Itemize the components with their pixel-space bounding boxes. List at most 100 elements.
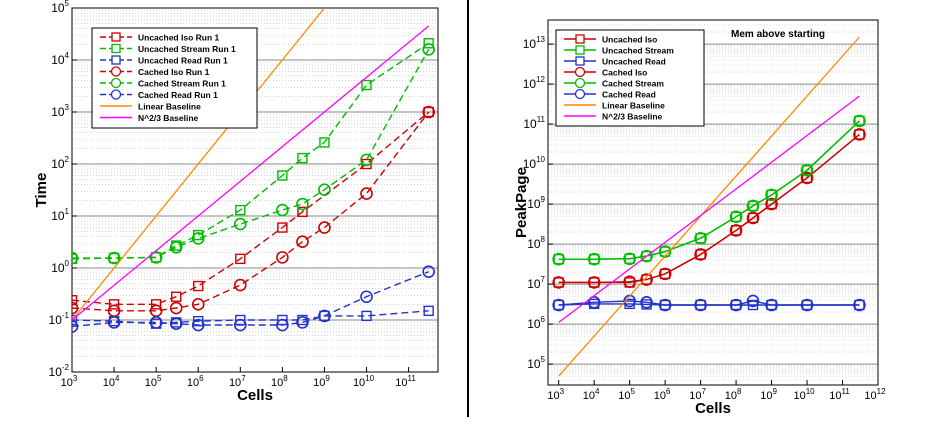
legend-item: Uncached Stream bbox=[564, 45, 674, 56]
legend-marker-circle bbox=[110, 77, 122, 89]
data-point-circle bbox=[640, 249, 653, 263]
data-point-square bbox=[297, 152, 308, 164]
x-tick-label: 109 bbox=[760, 387, 777, 402]
series-cached-read-run-1 bbox=[72, 265, 435, 333]
series-line bbox=[72, 25, 430, 321]
x-tick-label: 104 bbox=[583, 387, 600, 402]
data-point-circle bbox=[640, 296, 653, 309]
series-line bbox=[558, 300, 860, 306]
series-cached-iso-run-1 bbox=[72, 105, 435, 318]
series-cached-stream-run-1 bbox=[72, 43, 435, 265]
legend-label: N^2/3 Baseline bbox=[138, 113, 199, 123]
y-tick-label: 100 bbox=[51, 259, 69, 275]
data-point-square bbox=[72, 295, 78, 306]
x-tick-label: 108 bbox=[271, 374, 288, 389]
panel-divider bbox=[467, 0, 469, 417]
x-tick-label: 105 bbox=[618, 387, 635, 402]
series-n-2-3-baseline bbox=[558, 95, 860, 323]
data-point-circle bbox=[694, 298, 707, 312]
data-point-circle bbox=[296, 197, 309, 211]
data-point-circle bbox=[296, 235, 309, 249]
data-point-circle bbox=[658, 267, 672, 281]
chart-title: Mem above starting bbox=[731, 29, 825, 40]
y-tick-label: 106 bbox=[527, 315, 545, 331]
legend-marker-circle bbox=[574, 77, 586, 89]
y-tick-label: 1013 bbox=[523, 35, 546, 51]
legend-marker-circle bbox=[110, 66, 122, 77]
data-point-circle bbox=[587, 296, 601, 309]
y-tick-label: 101 bbox=[51, 207, 69, 223]
data-point-circle bbox=[694, 231, 707, 245]
data-point-circle bbox=[107, 316, 121, 329]
legend-label: Uncached Read bbox=[602, 57, 666, 67]
legend-label: Linear Baseline bbox=[602, 101, 665, 111]
legend-marker-circle bbox=[574, 66, 586, 78]
y-tick-label: 10-1 bbox=[49, 311, 70, 327]
data-point-square bbox=[108, 299, 120, 310]
data-point-square bbox=[277, 170, 288, 181]
series-line bbox=[558, 36, 860, 377]
data-point-circle bbox=[587, 252, 601, 266]
series-line bbox=[72, 49, 430, 259]
data-point-square bbox=[235, 253, 246, 265]
data-point-circle bbox=[623, 275, 636, 288]
legend-marker-circle bbox=[574, 88, 586, 100]
legend-item: Uncached Iso Run 1 bbox=[100, 32, 220, 43]
legend-marker-square bbox=[111, 43, 121, 54]
series-cached-iso bbox=[552, 128, 866, 289]
y-tick-label: 1012 bbox=[523, 75, 546, 91]
data-point-square bbox=[150, 299, 162, 310]
y-axis-label: Time bbox=[33, 173, 50, 208]
data-point-circle bbox=[800, 171, 814, 185]
data-point-square bbox=[659, 268, 671, 280]
y-tick-label: 105 bbox=[527, 355, 545, 371]
data-point-square bbox=[747, 200, 759, 212]
memory-chart-panel: 105 106 107 108 109 1010 1011 1012 1013 103 104 105… bbox=[468, 0, 949, 417]
data-point-square bbox=[854, 115, 865, 127]
data-point-circle bbox=[746, 294, 760, 308]
y-tick-label: 102 bbox=[51, 155, 69, 171]
y-tick-label: 104 bbox=[51, 51, 69, 67]
data-point-circle bbox=[191, 232, 205, 245]
data-point-square bbox=[801, 172, 813, 184]
data-point-circle bbox=[107, 251, 121, 265]
data-point-circle bbox=[729, 210, 743, 224]
data-point-circle bbox=[276, 251, 289, 264]
x-axis-label: Cells bbox=[695, 400, 731, 417]
data-point-circle bbox=[149, 316, 163, 329]
legend-item: Cached Stream bbox=[564, 77, 664, 89]
data-point-circle bbox=[623, 252, 636, 266]
legend-marker-circle bbox=[110, 89, 122, 100]
legend-marker-square bbox=[575, 34, 585, 44]
legend-item: Cached Read bbox=[564, 88, 656, 100]
legend-item: Linear Baseline bbox=[564, 101, 665, 111]
data-point-circle bbox=[800, 298, 814, 312]
x-axis-label: Cells bbox=[237, 387, 273, 404]
legend-marker-square bbox=[575, 56, 585, 66]
data-point-circle bbox=[276, 203, 289, 217]
x-tick-label: 1010 bbox=[353, 374, 375, 389]
x-tick-label: 106 bbox=[654, 387, 671, 402]
legend-label: Uncached Stream Run 1 bbox=[138, 44, 236, 54]
data-point-circle bbox=[765, 188, 778, 202]
data-point-circle bbox=[233, 278, 247, 292]
data-point-circle bbox=[746, 211, 760, 225]
data-point-circle bbox=[233, 217, 247, 231]
series-linear-baseline bbox=[558, 36, 860, 377]
time-chart-panel: 10-2 10-1 100 101 102 103 104 105 103 104 105 106 10… bbox=[0, 0, 468, 417]
data-point-circle bbox=[746, 199, 760, 213]
data-point-circle bbox=[233, 318, 247, 332]
data-point-square bbox=[854, 129, 865, 140]
data-point-square bbox=[319, 137, 330, 148]
data-point-square bbox=[193, 280, 204, 292]
axes-frame bbox=[547, 19, 879, 386]
data-point-circle bbox=[658, 298, 672, 312]
data-point-circle bbox=[169, 317, 183, 330]
legend-label: Uncached Iso Run 1 bbox=[138, 33, 220, 43]
legend-label: Uncached Read Run 1 bbox=[138, 56, 228, 66]
data-point-circle bbox=[191, 298, 205, 311]
